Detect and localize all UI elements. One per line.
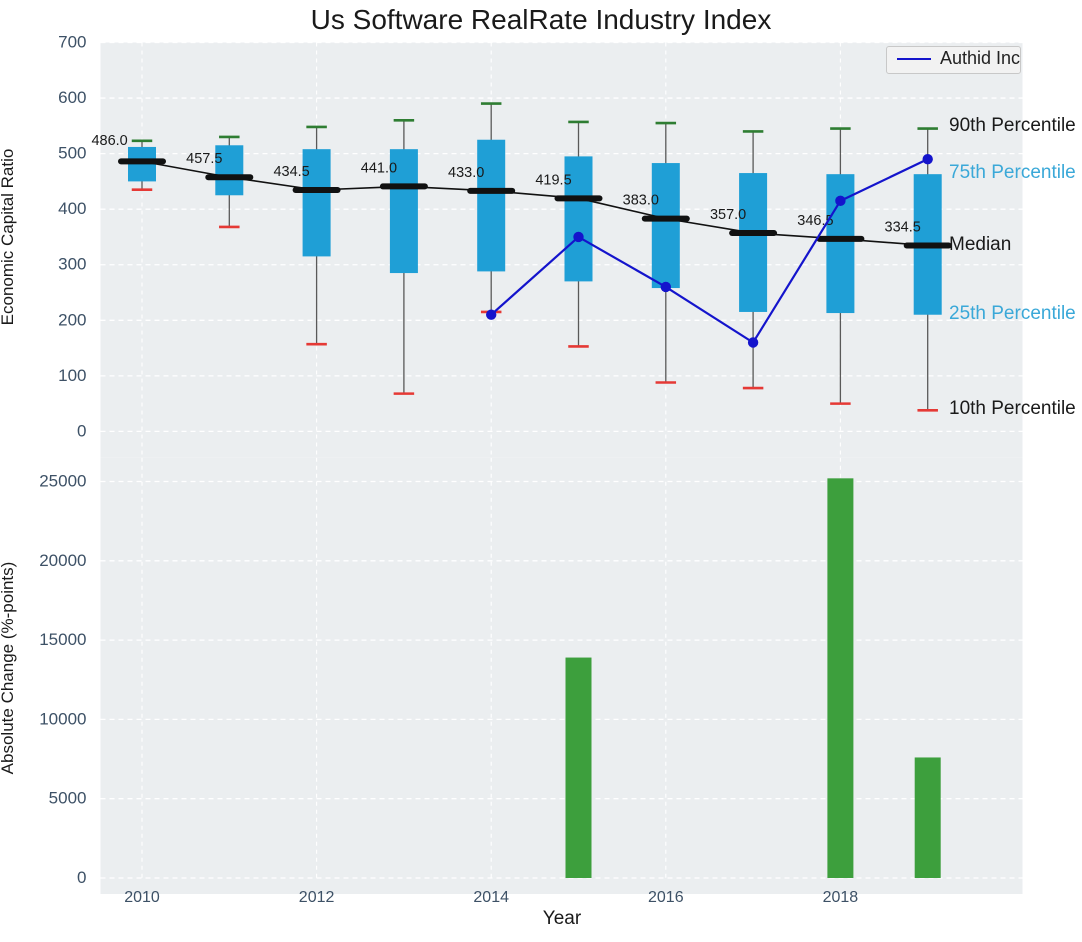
svg-text:419.5: 419.5 — [535, 172, 571, 188]
svg-text:457.5: 457.5 — [186, 151, 222, 167]
svg-text:300: 300 — [58, 255, 86, 274]
svg-text:25000: 25000 — [39, 472, 86, 491]
svg-text:0: 0 — [77, 868, 86, 887]
svg-text:200: 200 — [58, 310, 86, 329]
svg-text:2016: 2016 — [648, 889, 684, 906]
svg-text:2012: 2012 — [299, 889, 335, 906]
svg-text:357.0: 357.0 — [710, 207, 746, 223]
svg-text:100: 100 — [58, 366, 86, 385]
svg-text:433.0: 433.0 — [448, 165, 484, 181]
svg-text:600: 600 — [58, 88, 86, 107]
svg-text:334.5: 334.5 — [885, 220, 921, 236]
svg-text:20000: 20000 — [39, 551, 86, 570]
svg-text:2014: 2014 — [473, 889, 509, 906]
svg-text:486.0: 486.0 — [91, 133, 127, 149]
svg-text:441.0: 441.0 — [361, 160, 397, 176]
svg-text:2010: 2010 — [124, 889, 160, 906]
svg-text:400: 400 — [58, 199, 86, 218]
svg-text:2018: 2018 — [823, 889, 859, 906]
svg-text:5000: 5000 — [49, 789, 87, 808]
svg-text:0: 0 — [77, 421, 86, 440]
svg-text:10000: 10000 — [39, 709, 86, 728]
svg-text:15000: 15000 — [39, 630, 86, 649]
svg-text:383.0: 383.0 — [623, 193, 659, 209]
svg-text:500: 500 — [58, 144, 86, 163]
svg-text:434.5: 434.5 — [273, 164, 309, 180]
